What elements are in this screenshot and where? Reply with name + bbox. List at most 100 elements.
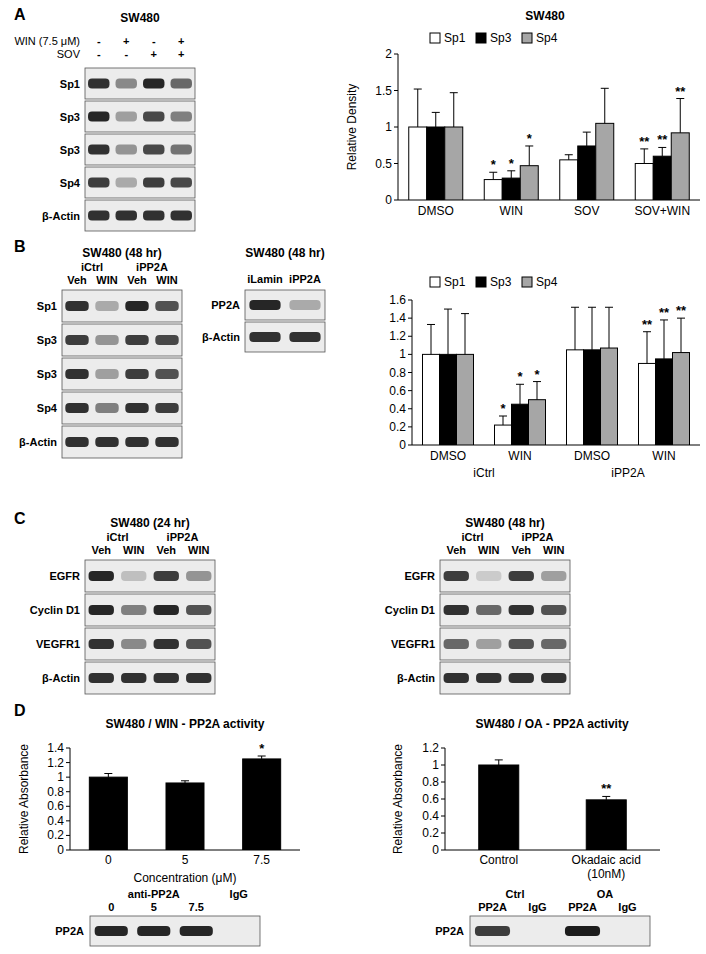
lane-label: 0 xyxy=(108,901,114,913)
lane-label: 7.5 xyxy=(189,901,204,913)
error-stem xyxy=(537,382,538,400)
lane-label: Veh xyxy=(127,274,147,286)
lane-label: iCtrl xyxy=(462,531,484,543)
y-tick xyxy=(408,390,412,391)
error-stem xyxy=(503,416,504,425)
text-line: Okadaic acid xyxy=(572,853,641,867)
blot-title: SW480 (48 hr) xyxy=(465,516,544,530)
blot-strip xyxy=(62,324,182,356)
blot-strip xyxy=(85,68,195,99)
error-bar xyxy=(499,416,507,425)
y-tick xyxy=(66,835,70,836)
error-stem xyxy=(604,88,605,123)
error-stem xyxy=(647,332,648,364)
significance-mark: * xyxy=(259,741,265,756)
protein-label: Sp3 xyxy=(60,144,80,156)
blot-band xyxy=(249,332,280,342)
bar-chart: 00.20.40.60.811.21.41.6DMSOWINDMSOWINiCt… xyxy=(389,275,700,480)
lane-label: Veh xyxy=(67,274,87,286)
error-bar xyxy=(602,796,610,799)
x-tick-label: 0 xyxy=(105,853,112,867)
blot-band xyxy=(125,403,148,413)
blot-band xyxy=(116,211,137,221)
error-bar xyxy=(640,149,648,164)
y-tick xyxy=(408,372,412,373)
blot-title: SW480 (48 hr) xyxy=(82,246,161,260)
error-bar xyxy=(414,89,422,127)
error-bar xyxy=(677,318,685,352)
error-cap xyxy=(588,307,596,308)
blot-band xyxy=(95,369,118,379)
error-stem xyxy=(644,149,645,164)
condition-label: SOV xyxy=(57,48,81,60)
blot-band xyxy=(509,571,534,581)
blot-strip xyxy=(85,560,215,592)
protein-label: PP2A xyxy=(211,299,240,311)
error-bar xyxy=(643,332,651,364)
protein-label: β-Actin xyxy=(202,331,240,343)
y-tick-label: 0.8 xyxy=(47,785,64,799)
blot-title: SW480 (24 hr) xyxy=(110,516,189,530)
blot-band xyxy=(89,673,114,683)
error-bar xyxy=(676,99,684,133)
lane-label: - xyxy=(97,48,101,60)
panel-label: A xyxy=(14,6,26,23)
blot-band xyxy=(121,673,146,683)
bar xyxy=(673,353,690,445)
panel-label: D xyxy=(14,702,26,719)
blot-band xyxy=(476,673,501,683)
lane-label: - xyxy=(97,35,101,47)
error-stem xyxy=(609,307,610,348)
y-tick xyxy=(408,426,412,427)
y-tick-label: 1.5 xyxy=(375,84,392,98)
y-tick xyxy=(394,127,398,128)
y-tick xyxy=(66,850,70,851)
blot-strip xyxy=(62,358,182,390)
blot-strip xyxy=(440,662,570,694)
blot-band xyxy=(89,571,114,581)
error-stem xyxy=(108,774,109,778)
y-tick xyxy=(394,200,398,201)
lane-label: - xyxy=(152,35,156,47)
legend-swatch xyxy=(430,277,440,287)
error-stem xyxy=(520,384,521,404)
blot-band xyxy=(137,926,170,936)
error-bar xyxy=(658,147,666,156)
y-tick-label: 1 xyxy=(57,770,64,784)
error-cap xyxy=(461,313,469,314)
western-blot: SW480 (48 hr)iCtrliPP2AVehWINVehWINSp1Sp… xyxy=(19,246,182,458)
blot-band xyxy=(541,571,566,581)
blot-band xyxy=(565,926,600,936)
y-tick xyxy=(408,336,412,337)
bar xyxy=(656,359,673,445)
blot-band xyxy=(125,335,148,345)
lane-label: WIN xyxy=(123,544,144,556)
plot-area xyxy=(89,756,280,850)
lane-label: iPP2A xyxy=(136,261,168,273)
blot-band xyxy=(509,605,534,615)
blot-band xyxy=(143,79,164,89)
x-tick-label: Control xyxy=(479,853,518,867)
protein-label: Sp4 xyxy=(60,177,81,189)
error-cap xyxy=(181,780,189,781)
bar-chart: SW480Relative Density00.511.52DMSOWINSOV… xyxy=(345,9,700,218)
protein-label: β-Actin xyxy=(42,672,80,684)
y-tick-label: 1.6 xyxy=(389,293,406,307)
legend-swatch xyxy=(522,33,532,43)
blot-band xyxy=(154,571,179,581)
blot-band xyxy=(186,571,211,581)
blot-title: SW480 xyxy=(120,11,160,25)
lane-label: WIN xyxy=(156,274,177,286)
blot-strip xyxy=(62,290,182,322)
error-stem xyxy=(662,147,663,156)
blot-band xyxy=(116,112,137,122)
significance-mark: ** xyxy=(676,303,687,318)
y-tick-label: 0 xyxy=(385,193,392,207)
blot-band xyxy=(65,369,88,379)
y-tick-label: 1.2 xyxy=(47,756,64,770)
error-bar xyxy=(516,384,524,404)
lane-label: iPP2A xyxy=(167,531,199,543)
blot-band xyxy=(155,301,178,311)
y-tick-label: 1.4 xyxy=(47,741,64,755)
lane-label: PP2A xyxy=(568,901,597,913)
